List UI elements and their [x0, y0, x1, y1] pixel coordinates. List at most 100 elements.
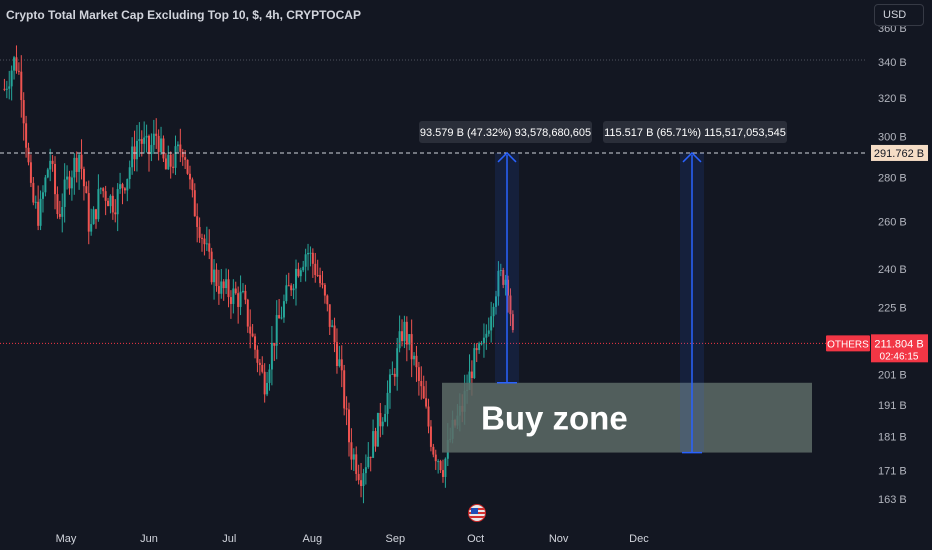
candle-body — [246, 299, 249, 327]
candle-body — [299, 270, 302, 277]
candle-body — [321, 283, 324, 285]
candle-body — [94, 209, 97, 220]
candle-body — [470, 371, 473, 379]
candle-body — [174, 146, 177, 168]
candle-body — [345, 408, 348, 410]
candle-body — [114, 212, 117, 215]
candle-body — [22, 100, 25, 124]
candle-body — [420, 380, 423, 387]
candle-body — [266, 382, 269, 395]
candle-body — [290, 285, 293, 291]
candle-body — [198, 226, 201, 238]
candle-body — [374, 431, 377, 447]
candle-body — [441, 470, 444, 477]
candle-body — [263, 371, 266, 395]
x-tick-label: Dec — [629, 533, 649, 545]
candle-body — [425, 398, 428, 407]
candle-body — [417, 367, 420, 381]
candle-body — [507, 279, 510, 296]
candle-body — [184, 157, 187, 160]
candle-body — [244, 290, 247, 300]
y-tick-label: 260 B — [878, 216, 907, 228]
candle-body — [364, 467, 367, 474]
candle-body — [307, 253, 310, 255]
candle-body — [386, 392, 389, 414]
y-tick-label: 191 B — [878, 400, 907, 412]
candle-body — [367, 456, 370, 468]
candle-body — [203, 238, 206, 245]
candle-body — [413, 355, 416, 360]
candle-body — [502, 270, 505, 285]
candle-body — [73, 157, 76, 178]
y-tick-label: 280 B — [878, 172, 907, 184]
countdown-value: 02:46:15 — [880, 351, 919, 362]
candle-body — [287, 285, 290, 287]
candle-body — [196, 216, 199, 227]
candle-body — [167, 154, 170, 170]
y-tick-label: 340 B — [878, 57, 907, 69]
candle-body — [61, 206, 64, 217]
candle-body — [176, 144, 179, 147]
y-tick-label: 360 B — [878, 23, 907, 35]
symbol-tag-text: OTHERS — [827, 339, 869, 350]
candle-body — [239, 291, 242, 307]
candle-body — [338, 359, 341, 367]
candle-body — [155, 133, 158, 136]
candle-body — [51, 160, 54, 164]
candle-body — [328, 304, 331, 327]
candle-body — [468, 371, 471, 390]
symbol-tag — [826, 335, 870, 352]
candle-body — [208, 243, 211, 252]
candle-body — [143, 137, 146, 144]
candle-body — [490, 316, 493, 331]
candle-body — [140, 139, 143, 144]
candle-body — [145, 135, 148, 138]
candle-body — [275, 315, 278, 346]
candle-body — [121, 184, 124, 189]
candle-body — [292, 288, 295, 291]
measure-label-box — [603, 120, 787, 143]
candle-body — [44, 177, 47, 193]
candle-body — [497, 270, 500, 297]
candle-body — [70, 177, 73, 189]
candle-body — [107, 200, 110, 207]
candle-body — [509, 295, 512, 315]
candle-body — [511, 314, 514, 331]
currency-button[interactable]: USD — [874, 4, 924, 26]
candle-body — [37, 201, 40, 226]
x-tick-label: Jun — [140, 533, 158, 545]
candle-body — [340, 359, 343, 371]
candle-body — [504, 279, 507, 285]
candle-body — [102, 188, 105, 192]
candle-body — [251, 333, 254, 337]
candle-body — [437, 461, 440, 463]
candle-body — [439, 461, 442, 471]
candle-body — [249, 326, 252, 334]
candle-body — [369, 456, 372, 458]
candle-body — [25, 123, 28, 148]
candle-body — [372, 431, 375, 458]
measure-arrow-head — [497, 151, 517, 163]
candle-body — [343, 370, 346, 409]
candle-body — [78, 154, 81, 172]
us-flag-icon[interactable] — [468, 504, 486, 522]
candle-body — [109, 195, 112, 207]
measure-label: 93.579 B (47.32%) 93,578,680,605 — [420, 127, 591, 139]
candle-body — [355, 454, 358, 474]
candle-body — [148, 135, 150, 155]
candle-body — [49, 160, 52, 170]
candle-body — [80, 154, 83, 169]
candle-body — [241, 290, 244, 292]
candle-body — [494, 296, 497, 307]
candle-body — [352, 454, 355, 460]
candle-body — [331, 325, 334, 327]
candle-body — [429, 426, 432, 447]
candles — [3, 45, 514, 504]
candle-body — [10, 70, 13, 87]
candle-body — [335, 342, 338, 367]
candle-body — [391, 373, 394, 375]
candle-body — [13, 57, 16, 71]
candle-body — [217, 286, 220, 294]
candle-body — [225, 279, 228, 289]
